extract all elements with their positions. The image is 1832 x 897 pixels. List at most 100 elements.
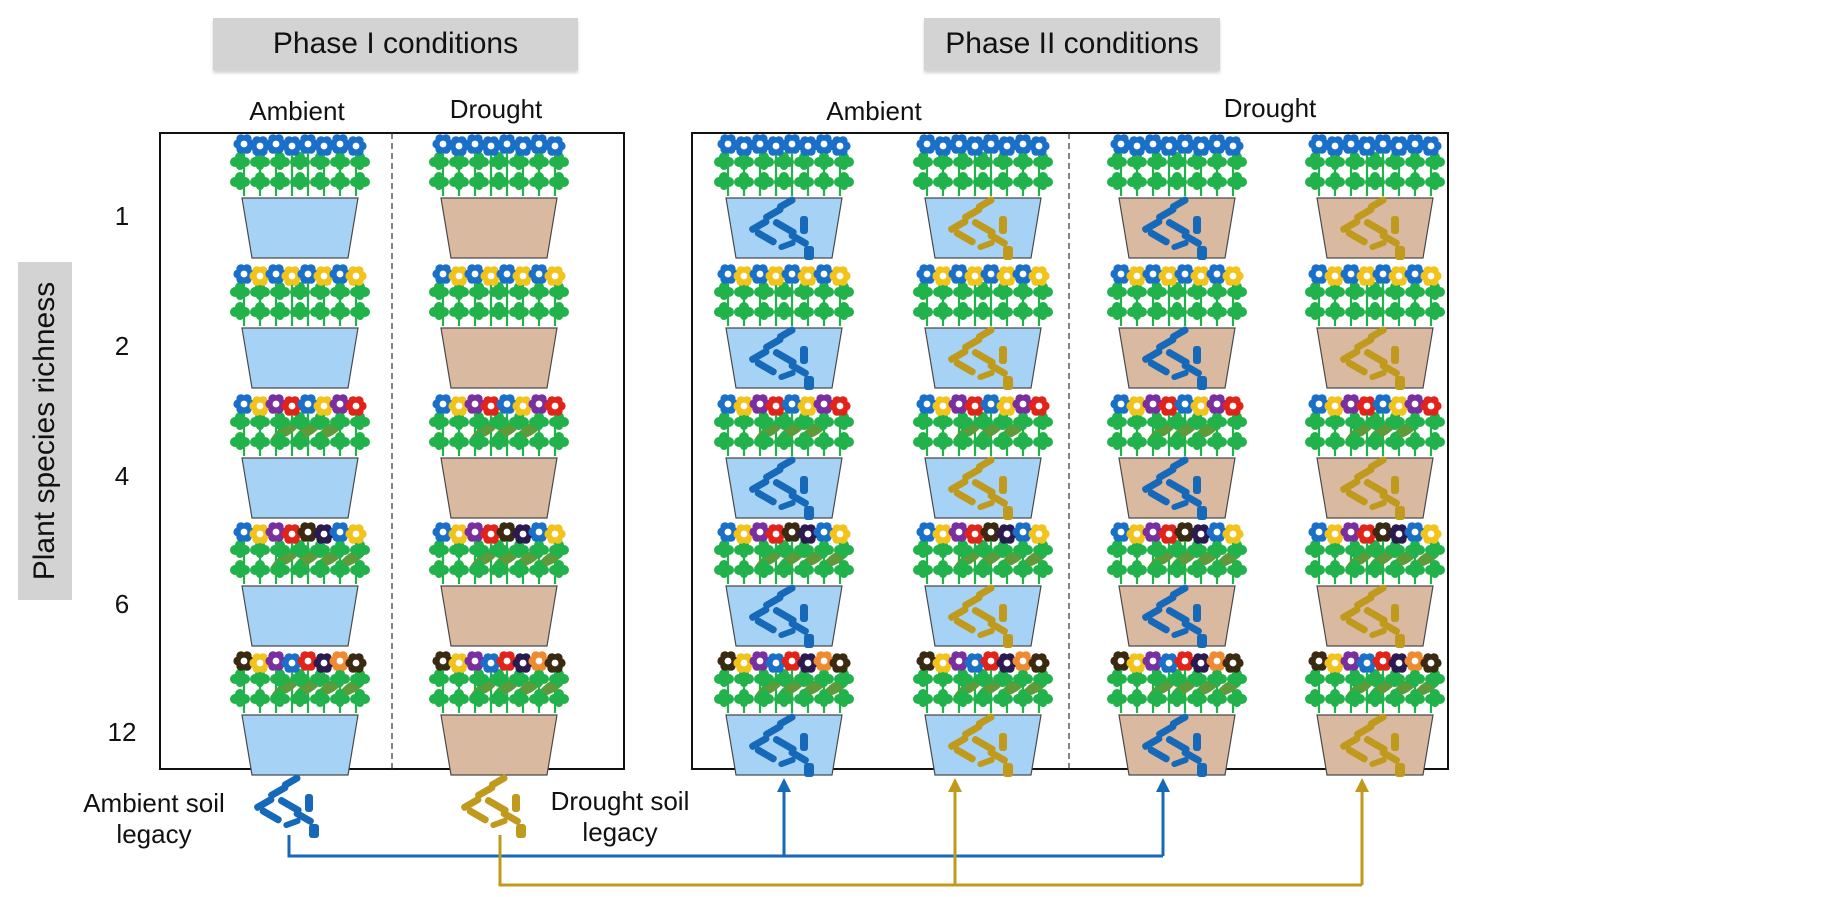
arrow-up-icon <box>1355 778 1369 792</box>
flower-icon <box>544 136 566 156</box>
clover-leaf-icon <box>469 689 489 707</box>
clover-leaf-icon <box>794 302 814 320</box>
clover-leaf-icon <box>1167 560 1187 578</box>
clover-leaf-icon <box>310 689 330 707</box>
clover-leaf-icon <box>270 669 290 687</box>
flower-icon <box>996 266 1018 286</box>
clover-leaf-icon <box>1033 432 1053 450</box>
richness-label-1: 1 <box>114 201 130 231</box>
clover-leaf-icon <box>1405 432 1425 450</box>
clover-leaf-icon <box>489 152 509 170</box>
flower-icon <box>932 396 954 416</box>
phase1-ambient-label: Ambient <box>249 96 345 126</box>
clover-leaf-icon <box>429 152 449 170</box>
clover-leaf-icon <box>449 669 469 687</box>
phase1-drought-label: Drought <box>449 94 543 124</box>
clover-leaf-icon <box>1405 560 1425 578</box>
clover-leaf-icon <box>1385 172 1405 190</box>
flower-icon <box>829 524 851 544</box>
flower-icon <box>297 522 319 542</box>
phase2-drought-ambient-pot-1 <box>1107 134 1247 260</box>
flower-icon <box>1222 396 1244 416</box>
clover-leaf-icon <box>429 172 449 190</box>
clover-leaf-icon <box>1305 560 1325 578</box>
clover-leaf-icon <box>429 540 449 558</box>
phase2-drought-drought-pot-12 <box>1305 651 1445 777</box>
flower-icon <box>797 396 819 416</box>
clover-leaf-icon <box>993 560 1013 578</box>
clover-leaf-icon <box>270 560 290 578</box>
clover-leaf-icon <box>529 172 549 190</box>
clover-leaf-icon <box>1147 560 1167 578</box>
clover-leaf-icon <box>1147 282 1167 300</box>
clover-leaf-icon <box>953 560 973 578</box>
clover-leaf-icon <box>1325 432 1345 450</box>
clover-leaf-icon <box>330 689 350 707</box>
clover-leaf-icon <box>1013 540 1033 558</box>
clover-leaf-icon <box>350 302 370 320</box>
clover-leaf-icon <box>290 302 310 320</box>
clover-leaf-icon <box>993 412 1013 430</box>
flower-icon <box>496 134 518 154</box>
clover-leaf-icon <box>270 302 290 320</box>
flower-icon <box>432 522 454 542</box>
flower-icon <box>733 653 755 673</box>
clover-leaf-icon <box>250 540 270 558</box>
flower-icon <box>1028 396 1050 416</box>
clover-leaf-icon <box>1147 172 1167 190</box>
clover-leaf-icon <box>973 689 993 707</box>
flower-icon <box>249 524 271 544</box>
clover-leaf-icon <box>1033 172 1053 190</box>
clover-leaf-icon <box>429 412 449 430</box>
clover-leaf-icon <box>1345 302 1365 320</box>
clover-leaf-icon <box>469 302 489 320</box>
clover-leaf-icon <box>1107 540 1127 558</box>
clover-leaf-icon <box>469 172 489 190</box>
clover-leaf-icon <box>509 689 529 707</box>
flower-icon <box>1028 136 1050 156</box>
clover-leaf-icon <box>529 302 549 320</box>
clover-leaf-icon <box>953 152 973 170</box>
flower-icon <box>329 651 351 671</box>
flower-icon <box>1420 396 1442 416</box>
clover-leaf-icon <box>1147 412 1167 430</box>
clover-leaf-icon <box>250 152 270 170</box>
clover-leaf-icon <box>973 172 993 190</box>
clover-leaf-icon <box>1167 302 1187 320</box>
phase2-ambient-label: Ambient <box>826 96 922 126</box>
clover-leaf-icon <box>1425 689 1445 707</box>
clover-leaf-icon <box>290 669 310 687</box>
clover-leaf-icon <box>714 689 734 707</box>
phase1-ambient-pot-6 <box>230 522 370 647</box>
clover-leaf-icon <box>230 152 250 170</box>
clover-leaf-icon <box>270 540 290 558</box>
clover-leaf-icon <box>754 689 774 707</box>
clover-leaf-icon <box>1107 282 1127 300</box>
flower-icon <box>1110 264 1132 284</box>
clover-leaf-icon <box>913 432 933 450</box>
clover-leaf-icon <box>1365 669 1385 687</box>
clover-leaf-icon <box>933 560 953 578</box>
flower-icon <box>781 651 803 671</box>
clover-leaf-icon <box>973 282 993 300</box>
clover-leaf-icon <box>1345 282 1365 300</box>
clover-leaf-icon <box>1127 689 1147 707</box>
flower-icon <box>733 524 755 544</box>
drought-legacy-label: Drought soil legacy <box>540 786 700 848</box>
flower-icon <box>1206 394 1228 414</box>
clover-leaf-icon <box>1345 172 1365 190</box>
clover-leaf-icon <box>1405 282 1425 300</box>
flower-icon <box>464 264 486 284</box>
clover-leaf-icon <box>913 689 933 707</box>
clover-leaf-icon <box>933 172 953 190</box>
clover-leaf-icon <box>1405 302 1425 320</box>
clover-leaf-icon <box>330 560 350 578</box>
clover-leaf-icon <box>529 152 549 170</box>
arrow-up-icon <box>777 778 791 792</box>
phase1-ambient-pot-12 <box>230 651 370 776</box>
flower-icon <box>544 396 566 416</box>
phase2-ambient-ambient-pot-2 <box>714 264 854 390</box>
flower-icon <box>1372 651 1394 671</box>
clover-leaf-icon <box>469 540 489 558</box>
pot-icon <box>440 585 558 647</box>
